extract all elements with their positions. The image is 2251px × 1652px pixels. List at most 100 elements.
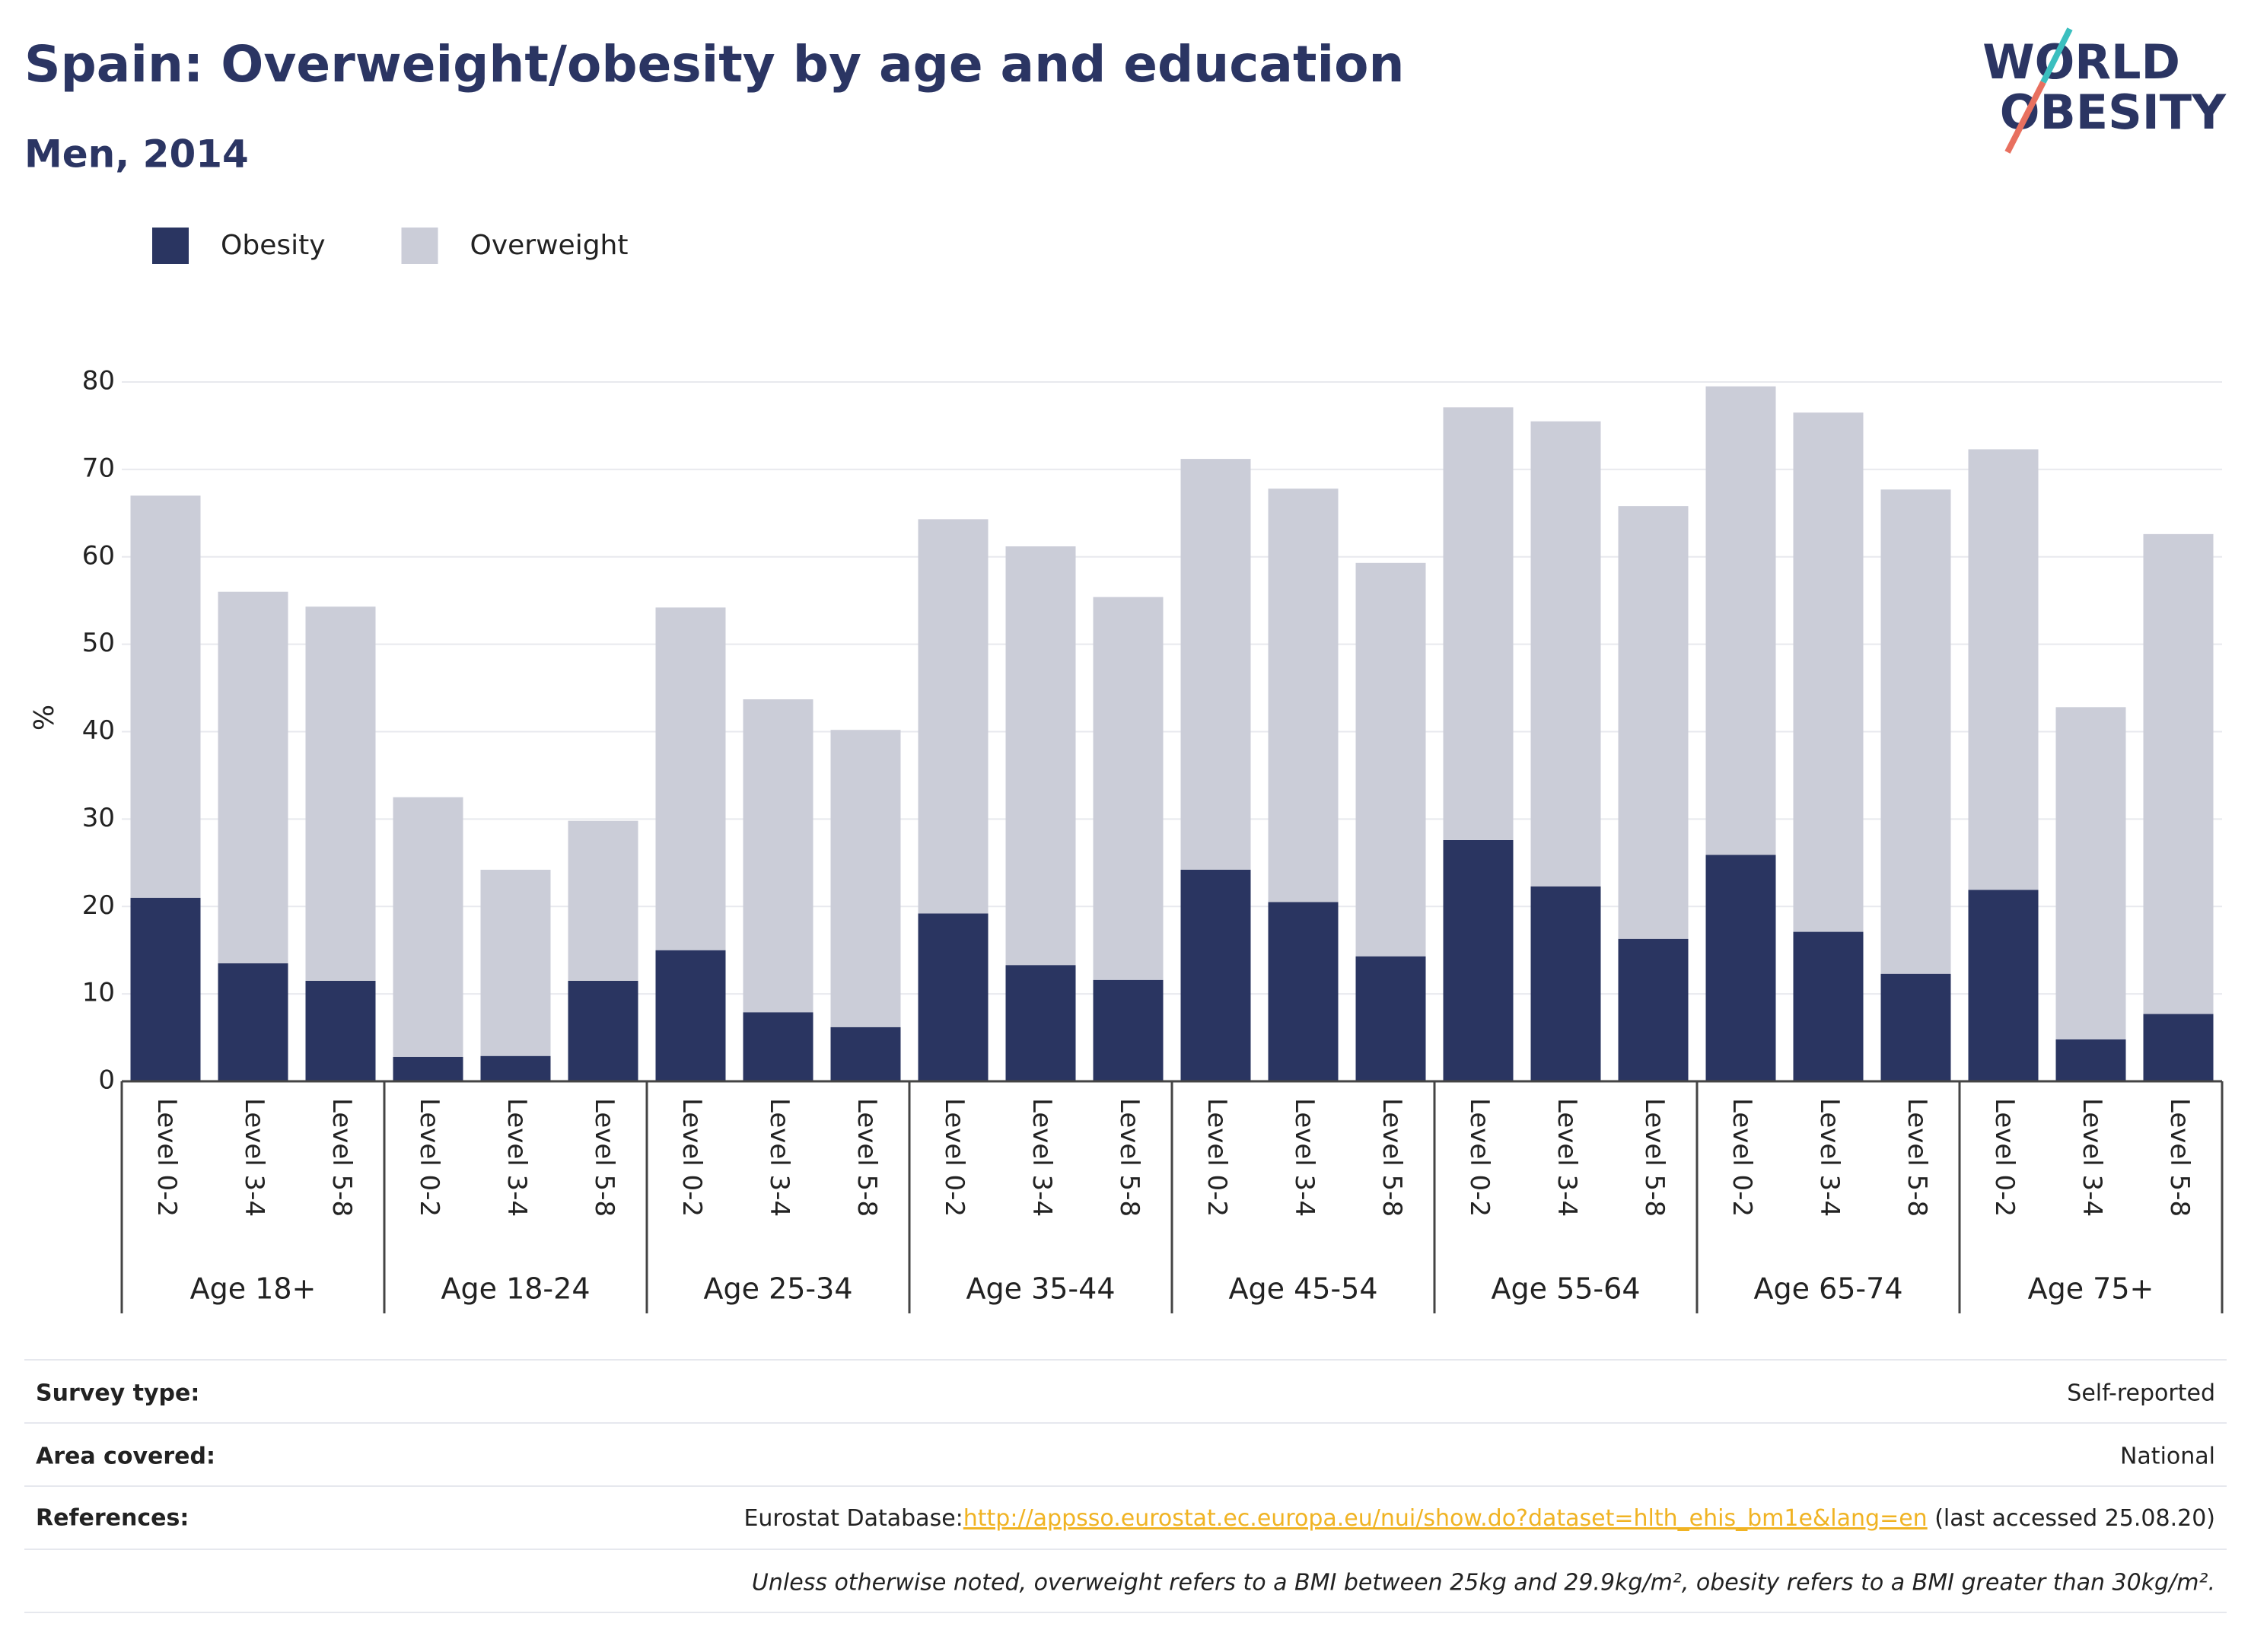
bar [1968, 449, 2039, 890]
x-tick-label: Level 0-2 [677, 1098, 707, 1217]
reference-suffix: (last accessed 25.08.20) [1928, 1505, 2215, 1532]
x-tick-label: Level 3-4 [239, 1098, 269, 1217]
bar [1268, 489, 1339, 902]
x-tick-label: Level 5-8 [1114, 1098, 1145, 1217]
bar [918, 913, 989, 1081]
bar [830, 730, 901, 1027]
bar [2143, 1014, 2214, 1081]
bar [1618, 938, 1689, 1081]
bar [218, 591, 288, 963]
chart-title: Spain: Overweight/obesity by age and edu… [24, 35, 1404, 94]
group-label: Age 65-74 [1754, 1272, 1903, 1306]
bar [1005, 965, 1076, 1081]
bar [2143, 533, 2214, 1014]
bar [1180, 870, 1251, 1081]
bar [305, 980, 376, 1081]
group-label: Age 18+ [190, 1272, 317, 1306]
bar [1880, 973, 1951, 1081]
bar [1793, 412, 1864, 932]
bar [305, 606, 376, 981]
x-tick-label: Level 3-4 [1027, 1098, 1057, 1217]
logo-slash [2004, 81, 2046, 154]
bar [480, 870, 551, 1056]
bar [1530, 421, 1601, 886]
bar [830, 1027, 901, 1081]
x-tick-label: Level 0-2 [1202, 1098, 1232, 1217]
bar [655, 950, 726, 1081]
reference-link[interactable]: http://appsso.eurostat.ec.europa.eu/nui/… [963, 1505, 1928, 1532]
x-tick-label: Level 5-8 [1639, 1098, 1670, 1217]
logo-text: OBESITY [2000, 84, 2227, 140]
bar [1443, 407, 1514, 840]
x-tick-label: Level 3-4 [1289, 1098, 1320, 1217]
x-tick-label: Level 5-8 [852, 1098, 882, 1217]
bar [1093, 597, 1164, 980]
legend-label: Obesity [221, 230, 326, 261]
x-tick-label: Level 5-8 [2164, 1098, 2195, 1217]
x-tick-label: Level 0-2 [1464, 1098, 1495, 1217]
bar [1793, 931, 1864, 1081]
legend-swatch [152, 228, 189, 264]
x-tick-label: Level 3-4 [2077, 1098, 2107, 1217]
reference-prefix: Eurostat Database: [743, 1505, 963, 1532]
bar [655, 607, 726, 950]
group-label: Age 25-34 [704, 1272, 853, 1306]
x-tick-label: Level 0-2 [414, 1098, 444, 1217]
group-label: Age 75+ [2028, 1272, 2154, 1306]
bar [393, 797, 463, 1057]
table-label: Survey type: [36, 1380, 199, 1407]
bar [568, 980, 638, 1081]
x-tick-label: Level 0-2 [151, 1098, 182, 1217]
x-tick-label: Level 3-4 [501, 1098, 532, 1217]
group-label: Age 18-24 [441, 1272, 591, 1306]
bar [2055, 707, 2126, 1039]
logo-slash [2040, 27, 2073, 84]
y-tick-label: 0 [98, 1065, 115, 1096]
y-tick-label: 20 [82, 890, 115, 921]
x-tick-label: Level 3-4 [1814, 1098, 1845, 1217]
group-label: Age 45-54 [1229, 1272, 1378, 1306]
group-label: Age 55-64 [1492, 1272, 1641, 1306]
chart-subtitle: Men, 2014 [24, 132, 249, 177]
logo: WORLD OBESITY [1982, 27, 2227, 154]
bar [743, 1012, 813, 1081]
y-tick-label: 40 [82, 715, 115, 746]
bar [1968, 890, 2039, 1081]
x-tick-label: Level 0-2 [1727, 1098, 1757, 1217]
bar [1093, 979, 1164, 1081]
table-value: National [2120, 1444, 2215, 1470]
bar [1355, 562, 1426, 957]
x-tick-label: Level 5-8 [1377, 1098, 1407, 1217]
logo-text: WORLD [1982, 34, 2180, 90]
bar [568, 820, 638, 981]
y-tick-label: 60 [82, 540, 115, 571]
y-tick-label: 70 [82, 453, 115, 483]
bar [1705, 386, 1776, 855]
bar [393, 1056, 463, 1081]
bar [918, 519, 989, 914]
bar [130, 897, 201, 1081]
bar [743, 699, 813, 1013]
table-label: References: [36, 1505, 189, 1532]
y-tick-label: 50 [82, 628, 115, 658]
y-tick-label: 80 [82, 366, 115, 396]
bar [1443, 839, 1514, 1081]
y-tick-label: 10 [82, 978, 115, 1008]
x-tick-label: Level 5-8 [326, 1098, 357, 1217]
bar [218, 963, 288, 1081]
bar [1180, 459, 1251, 871]
x-tick-label: Level 0-2 [1989, 1098, 2020, 1217]
bar [130, 495, 201, 898]
table-label: Area covered: [36, 1444, 215, 1470]
x-tick-label: Level 5-8 [589, 1098, 619, 1217]
legend-label: Overweight [470, 230, 629, 261]
bar [1355, 956, 1426, 1081]
bar [1880, 489, 1951, 974]
footnote: Unless otherwise noted, overweight refer… [752, 1570, 2215, 1596]
x-tick-label: Level 3-4 [1552, 1098, 1582, 1217]
x-tick-label: Level 5-8 [1902, 1098, 1932, 1217]
bar [1005, 546, 1076, 966]
y-axis-label: % [29, 705, 60, 731]
table-value: Self-reported [2067, 1380, 2215, 1407]
bar [1268, 902, 1339, 1081]
